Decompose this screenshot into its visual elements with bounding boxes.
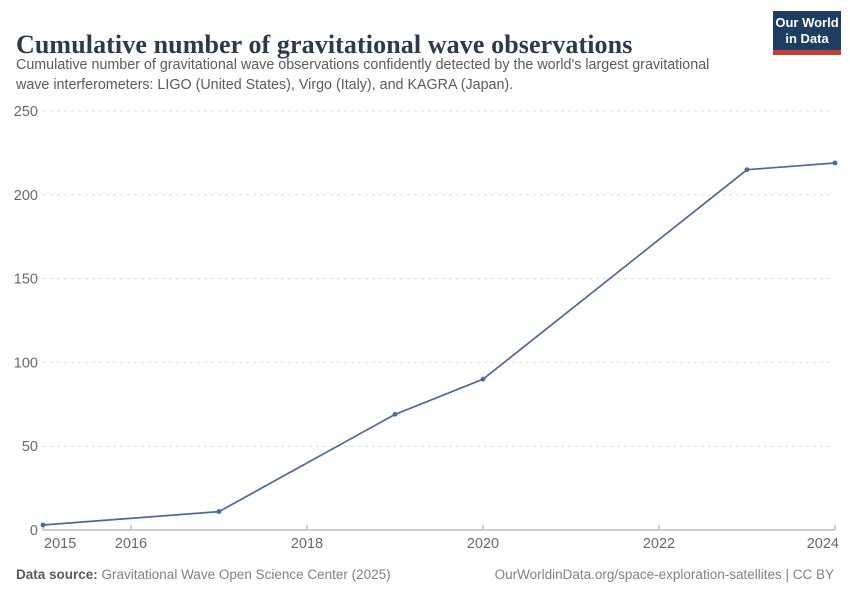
y-axis-label-100: 100 xyxy=(14,355,38,371)
x-axis-label-2018: 2018 xyxy=(291,536,323,552)
owid-logo: Our World in Data xyxy=(773,11,841,55)
chart-subtitle-line1: Cumulative number of gravitational wave … xyxy=(16,57,710,73)
x-axis-label-2024: 2024 xyxy=(807,536,839,552)
x-axis-label-2022: 2022 xyxy=(643,536,675,552)
gridlines xyxy=(43,110,835,447)
license-credit: OurWorldinData.org/space-exploration-sat… xyxy=(494,567,834,582)
plot-area: 0 50 100 150 200 250 2015 2016 2018 2020 2022 2024 xyxy=(0,100,850,560)
y-axis-label-150: 150 xyxy=(14,272,38,288)
chart-subtitle: Cumulative number of gravitational wave … xyxy=(16,56,709,95)
data-source-label: Data source: xyxy=(16,567,98,582)
x-axis-label-2015: 2015 xyxy=(44,536,76,552)
owid-logo-line2: in Data xyxy=(785,31,829,46)
chart-canvas: 0 50 100 150 200 250 2015 2016 2018 2020 2022 2024 xyxy=(14,104,839,552)
data-point-2024 xyxy=(832,160,838,166)
data-point-2020 xyxy=(480,376,486,382)
owid-logo-line1: Our World xyxy=(775,15,839,30)
y-axis-label-0: 0 xyxy=(30,523,38,539)
y-axis-label-50: 50 xyxy=(22,439,38,455)
owid-logo-red-bar xyxy=(773,50,841,55)
data-series-line xyxy=(42,162,836,526)
chart-title: Cumulative number of gravitational wave … xyxy=(16,30,633,60)
chart-subtitle-line2: wave interferometers: LIGO (United State… xyxy=(16,76,514,93)
x-axis: 2015 2016 2018 2020 2022 2024 xyxy=(42,525,839,552)
data-source-note: Data source: Gravitational Wave Open Sci… xyxy=(16,567,391,582)
y-axis-label-250: 250 xyxy=(14,104,38,120)
chart-footer: Data source: Gravitational Wave Open Sci… xyxy=(16,567,834,582)
y-axis-label-200: 200 xyxy=(14,188,38,204)
data-point-2015 xyxy=(40,522,46,528)
data-point-2017 xyxy=(216,509,222,514)
data-point-2019 xyxy=(392,411,398,417)
data-source-text: Gravitational Wave Open Science Center (… xyxy=(97,567,391,582)
data-point-2023 xyxy=(744,167,750,173)
data-series xyxy=(40,160,838,528)
x-axis-label-2016: 2016 xyxy=(115,536,147,552)
y-axis: 0 50 100 150 200 250 xyxy=(14,104,38,539)
x-axis-label-2020: 2020 xyxy=(467,536,499,552)
owid-logo-text: Our World in Data xyxy=(773,11,841,50)
